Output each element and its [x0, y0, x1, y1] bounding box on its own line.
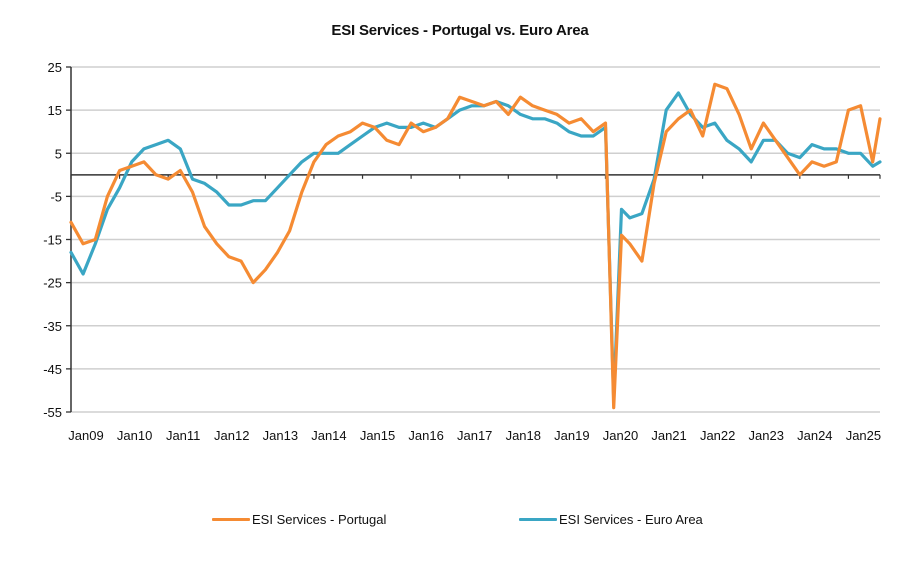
y-tick-label: -5 — [50, 189, 62, 204]
legend-swatch-portugal — [212, 518, 250, 521]
y-tick-label: 15 — [48, 103, 62, 118]
x-tick-label: Jan21 — [651, 428, 686, 443]
x-tick-label: Jan13 — [263, 428, 298, 443]
x-tick-label: Jan11 — [166, 428, 200, 443]
x-tick-label: Jan16 — [408, 428, 443, 443]
legend-label-euro-area: ESI Services - Euro Area — [559, 512, 703, 527]
x-tick-label: Jan25 — [846, 428, 881, 443]
y-tick-label: 5 — [55, 146, 62, 161]
y-tick-label: -25 — [43, 276, 62, 291]
x-tick-label: Jan22 — [700, 428, 735, 443]
x-tick-label: Jan09 — [68, 428, 103, 443]
x-tick-label: Jan24 — [797, 428, 832, 443]
axes — [66, 66, 881, 413]
x-tick-label: Jan20 — [603, 428, 638, 443]
x-tick-label: Jan17 — [457, 428, 492, 443]
chart-title: ESI Services - Portugal vs. Euro Area — [331, 22, 589, 39]
legend-label-portugal: ESI Services - Portugal — [252, 512, 387, 527]
x-tick-label: Jan18 — [506, 428, 541, 443]
series-line-euro-area — [69, 91, 882, 401]
x-tick-label: Jan23 — [749, 428, 784, 443]
x-tick-label: Jan15 — [360, 428, 395, 443]
series-line-portugal — [69, 82, 882, 410]
y-tick-label: -35 — [43, 319, 62, 334]
x-tick-label: Jan10 — [117, 428, 152, 443]
legend-item-portugal: ESI Services - Portugal — [212, 512, 386, 527]
legend-item-euro-area: ESI Services - Euro Area — [519, 512, 703, 527]
x-tick-label: Jan14 — [311, 428, 346, 443]
x-tick-label: Jan12 — [214, 428, 249, 443]
x-tick-label: Jan19 — [554, 428, 589, 443]
legend-swatch-euro-area — [519, 518, 557, 521]
y-tick-label: -15 — [43, 233, 62, 248]
y-tick-label: -45 — [43, 362, 62, 377]
legend: ESI Services - Portugal ESI Services - E… — [0, 512, 920, 532]
y-axis-tick-labels: 25 15 5 -5 -15 -25 -35 -45 -55 — [43, 60, 62, 420]
y-tick-label: 25 — [48, 60, 62, 75]
grid-lines — [71, 66, 880, 413]
y-tick-label: -55 — [43, 405, 62, 420]
x-axis-tick-labels: Jan09 Jan10 Jan11 Jan12 Jan13 Jan14 Jan15 Jan16… — [68, 428, 881, 443]
series-lines — [69, 82, 882, 410]
